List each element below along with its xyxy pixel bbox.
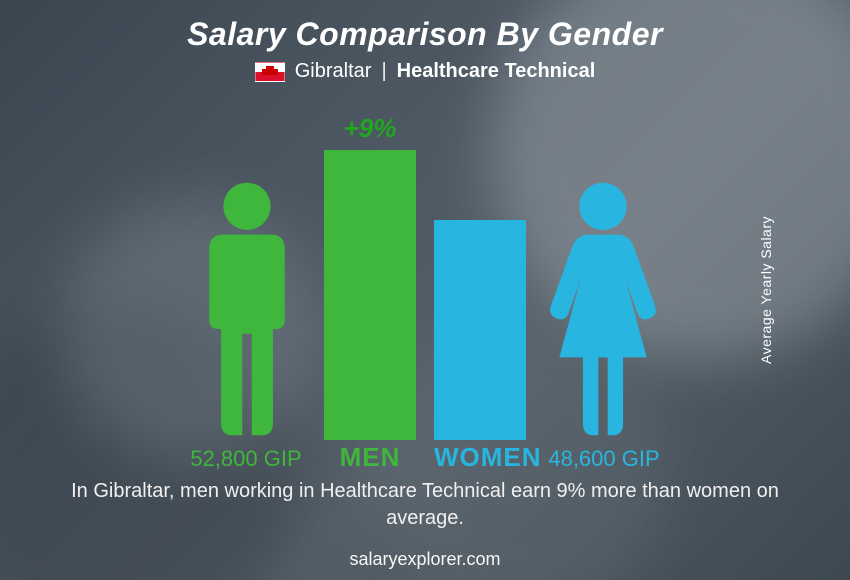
male-person-icon bbox=[188, 180, 306, 440]
men-bar-wrap: +9% bbox=[324, 150, 416, 440]
men-salary-value: 52,800 GIP bbox=[186, 446, 306, 472]
women-label: WOMEN bbox=[434, 442, 526, 473]
caption-text: In Gibraltar, men working in Healthcare … bbox=[40, 478, 810, 532]
subtitle: Gibraltar | Healthcare Technical bbox=[0, 60, 850, 83]
bars-group: +9% bbox=[324, 150, 526, 440]
labels-row: 52,800 GIP MEN WOMEN 48,600 GIP bbox=[0, 442, 850, 473]
country-name: Gibraltar bbox=[295, 60, 372, 83]
separator: | bbox=[381, 60, 386, 83]
y-axis-label: Average Yearly Salary bbox=[758, 216, 774, 364]
men-bar bbox=[324, 150, 416, 440]
gender-chart: +9% bbox=[0, 100, 850, 440]
gibraltar-flag-icon bbox=[255, 62, 285, 82]
infographic-stage: Salary Comparison By Gender Gibraltar | … bbox=[0, 0, 850, 580]
footer-source: salaryexplorer.com bbox=[0, 549, 850, 570]
sector-name: Healthcare Technical bbox=[397, 60, 596, 83]
male-figure bbox=[188, 180, 306, 440]
page-title: Salary Comparison By Gender bbox=[0, 16, 850, 53]
women-salary-value: 48,600 GIP bbox=[544, 446, 664, 472]
difference-label: +9% bbox=[344, 113, 397, 144]
men-label: MEN bbox=[324, 442, 416, 473]
female-figure bbox=[544, 180, 662, 440]
women-bar bbox=[434, 220, 526, 440]
female-person-icon bbox=[544, 180, 662, 440]
